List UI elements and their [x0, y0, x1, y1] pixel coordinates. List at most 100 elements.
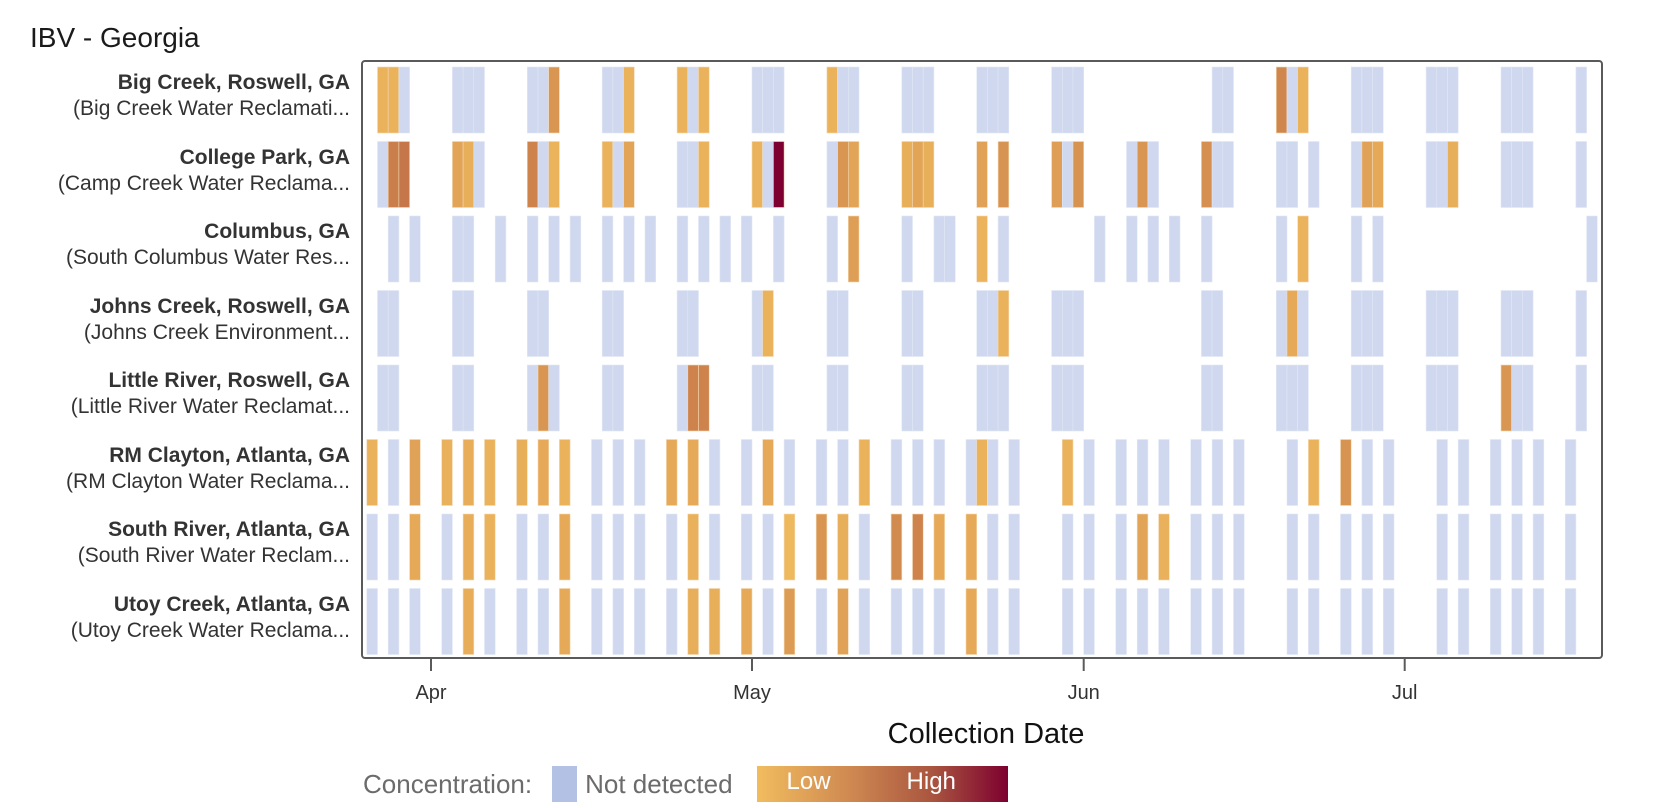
sample-bar-detected[interactable]: RM Clayton, Atlanta, GA 04-11 [537, 439, 549, 506]
sample-bar-not-detected[interactable]: South River, Atlanta, GA 06-11 [1190, 513, 1202, 581]
sample-bar-not-detected[interactable]: South River, Atlanta, GA 04-20 [633, 513, 646, 581]
sample-bar-not-detected[interactable]: RM Clayton, Atlanta, GA 06-08 [1158, 439, 1170, 506]
sample-bar-not-detected[interactable]: RM Clayton, Atlanta, GA 06-29 [1383, 439, 1395, 506]
sample-bar-not-detected[interactable]: Johns Creek, Roswell, GA 06-26 [1350, 290, 1363, 357]
sample-bar-not-detected[interactable]: South River, Atlanta, GA 07-06 [1457, 513, 1470, 581]
sample-bar-not-detected[interactable]: Little River, Roswell, GA 05-01 [751, 364, 763, 432]
sample-bar-not-detected[interactable]: Johns Creek, Roswell, GA 05-22 [976, 290, 988, 357]
sample-bar-not-detected[interactable]: Johns Creek, Roswell, GA 06-19 [1276, 290, 1288, 357]
sample-bar-not-detected[interactable]: Big Creek, Roswell, GA 04-25 [687, 66, 699, 134]
sample-bar-not-detected[interactable]: Big Creek, Roswell, GA 05-01 [751, 66, 763, 134]
sample-bar-not-detected[interactable]: Columbus, GA 07-18 [1586, 215, 1598, 283]
sample-bar-detected[interactable]: College Park, GA 05-17 [922, 141, 935, 208]
sample-bar-not-detected[interactable]: Little River, Roswell, GA 05-15 [901, 364, 913, 432]
sample-bar-not-detected[interactable]: College Park, GA 07-03 [1425, 141, 1438, 208]
sample-bar-not-detected[interactable]: Utoy Creek, Atlanta, GA 05-07 [815, 588, 828, 655]
sample-bar-not-detected[interactable]: Little River, Roswell, GA 06-28 [1372, 364, 1384, 432]
sample-bar-detected[interactable]: RM Clayton, Atlanta, GA 04-09 [516, 439, 528, 506]
sample-bar-not-detected[interactable]: Johns Creek, Roswell, GA 04-10 [526, 290, 539, 357]
sample-bar-detected[interactable]: Columbus, GA 06-21 [1297, 215, 1309, 283]
sample-bar-not-detected[interactable]: South River, Atlanta, GA 06-27 [1361, 513, 1373, 581]
sample-bar-not-detected[interactable]: Big Creek, Roswell, GA 06-13 [1211, 66, 1224, 134]
sample-bar-not-detected[interactable]: RM Clayton, Atlanta, GA 06-04 [1115, 439, 1127, 506]
sample-bar-not-detected[interactable]: South River, Atlanta, GA 06-04 [1115, 513, 1127, 581]
sample-bar-not-detected[interactable]: Utoy Creek, Atlanta, GA 06-29 [1383, 588, 1395, 655]
sample-bar-not-detected[interactable]: Columbus, GA 04-04 [462, 215, 475, 283]
sample-bar-not-detected[interactable]: RM Clayton, Atlanta, GA 05-18 [933, 439, 945, 506]
sample-bar-not-detected[interactable]: Columbus, GA 06-28 [1372, 215, 1384, 283]
sample-bar-detected[interactable]: Utoy Creek, Atlanta, GA 04-13 [559, 588, 571, 655]
sample-bar-detected[interactable]: Columbus, GA 05-10 [847, 215, 860, 283]
sample-bar-not-detected[interactable]: South River, Atlanta, GA 05-30 [1062, 513, 1074, 581]
sample-bar-not-detected[interactable]: Big Creek, Roswell, GA 05-31 [1072, 66, 1084, 134]
sample-bar-not-detected[interactable]: Big Creek, Roswell, GA 07-04 [1436, 66, 1448, 134]
sample-bar-detected[interactable]: Little River, Roswell, GA 04-25 [687, 364, 699, 432]
sample-bar-not-detected[interactable]: Columbus, GA 03-30 [409, 215, 421, 283]
sample-bar-not-detected[interactable]: Johns Creek, Roswell, GA 05-31 [1072, 290, 1084, 357]
sample-bar-not-detected[interactable]: College Park, GA 06-20 [1286, 141, 1298, 208]
sample-bar-not-detected[interactable]: Johns Creek, Roswell, GA 06-21 [1297, 290, 1309, 357]
sample-bar-not-detected[interactable]: Little River, Roswell, GA 06-13 [1211, 364, 1224, 432]
sample-bar-detected[interactable]: Utoy Creek, Atlanta, GA 04-27 [708, 588, 721, 655]
sample-bar-not-detected[interactable]: Utoy Creek, Atlanta, GA 06-01 [1083, 588, 1095, 655]
sample-bar-detected[interactable]: Big Creek, Roswell, GA 03-27 [377, 66, 389, 134]
sample-bar-detected[interactable]: RM Clayton, Atlanta, GA 04-02 [441, 439, 453, 506]
sample-bar-not-detected[interactable]: Little River, Roswell, GA 07-04 [1436, 364, 1448, 432]
sample-bar-detected[interactable]: RM Clayton, Atlanta, GA 05-22 [976, 439, 988, 506]
sample-bar-not-detected[interactable]: College Park, GA 04-05 [473, 141, 485, 208]
sample-bar-detected[interactable]: South River, Atlanta, GA 06-06 [1136, 513, 1149, 581]
sample-bar-detected[interactable]: RM Clayton, Atlanta, GA 04-06 [484, 439, 496, 506]
sample-bar-not-detected[interactable]: College Park, GA 05-30 [1062, 141, 1074, 208]
sample-bar-not-detected[interactable]: College Park, GA 06-13 [1211, 141, 1224, 208]
sample-bar-not-detected[interactable]: Utoy Creek, Atlanta, GA 06-08 [1158, 588, 1170, 655]
sample-bar-not-detected[interactable]: College Park, GA 04-11 [537, 141, 549, 208]
sample-bar-not-detected[interactable]: South River, Atlanta, GA 04-27 [708, 513, 721, 581]
sample-bar-detected[interactable]: College Park, GA 04-17 [601, 141, 614, 208]
sample-bar-not-detected[interactable]: South River, Atlanta, GA 04-16 [591, 513, 603, 581]
sample-bar-detected[interactable]: South River, Atlanta, GA 05-21 [965, 513, 977, 581]
sample-bar-not-detected[interactable]: Johns Creek, Roswell, GA 05-29 [1051, 290, 1063, 357]
sample-bar-not-detected[interactable]: College Park, GA 06-26 [1350, 141, 1363, 208]
sample-bar-not-detected[interactable]: Columbus, GA 06-09 [1169, 215, 1181, 283]
sample-bar-detected[interactable]: RM Clayton, Atlanta, GA 03-26 [366, 439, 378, 506]
sample-bar-not-detected[interactable]: College Park, GA 06-14 [1222, 141, 1234, 208]
sample-bar-detected[interactable]: RM Clayton, Atlanta, GA 04-13 [559, 439, 571, 506]
sample-bar-detected[interactable]: Little River, Roswell, GA 07-10 [1500, 364, 1512, 432]
sample-bar-detected[interactable]: Utoy Creek, Atlanta, GA 04-25 [687, 588, 699, 655]
sample-bar-not-detected[interactable]: RM Clayton, Atlanta, GA 06-15 [1233, 439, 1245, 506]
sample-bar-not-detected[interactable]: Utoy Creek, Atlanta, GA 07-11 [1511, 588, 1523, 655]
sample-bar-not-detected[interactable]: Big Creek, Roswell, GA 05-17 [922, 66, 935, 134]
sample-bar-not-detected[interactable]: South River, Atlanta, GA 06-25 [1340, 513, 1352, 581]
sample-bar-not-detected[interactable]: Big Creek, Roswell, GA 05-10 [847, 66, 860, 134]
sample-bar-not-detected[interactable]: South River, Atlanta, GA 03-28 [387, 513, 400, 581]
sample-bar-detected[interactable]: College Park, GA 05-22 [976, 141, 988, 208]
sample-bar-not-detected[interactable]: Johns Creek, Roswell, GA 06-12 [1201, 290, 1213, 357]
sample-bar-not-detected[interactable]: Utoy Creek, Atlanta, GA 06-06 [1136, 588, 1149, 655]
sample-bar-not-detected[interactable]: Utoy Creek, Atlanta, GA 04-09 [516, 588, 528, 655]
sample-bar-not-detected[interactable]: Johns Creek, Roswell, GA 05-09 [837, 290, 849, 357]
sample-bar-detected[interactable]: Utoy Creek, Atlanta, GA 05-21 [965, 588, 977, 655]
sample-bar-not-detected[interactable]: Big Creek, Roswell, GA 05-24 [997, 66, 1010, 134]
sample-bar-detected[interactable]: College Park, GA 06-28 [1372, 141, 1384, 208]
sample-bar-not-detected[interactable]: Little River, Roswell, GA 05-02 [762, 364, 774, 432]
sample-bar-detected[interactable]: Big Creek, Roswell, GA 04-26 [698, 66, 710, 134]
sample-bar-not-detected[interactable]: RM Clayton, Atlanta, GA 05-16 [912, 439, 924, 506]
sample-bar-not-detected[interactable]: Utoy Creek, Atlanta, GA 05-25 [1008, 588, 1020, 655]
sample-bar-not-detected[interactable]: Big Creek, Roswell, GA 05-03 [773, 66, 785, 134]
sample-bar-detected[interactable]: College Park, GA 04-04 [462, 141, 475, 208]
sample-bar-not-detected[interactable]: Johns Creek, Roswell, GA 04-11 [537, 290, 549, 357]
sample-bar-not-detected[interactable]: Johns Creek, Roswell, GA 07-05 [1447, 290, 1459, 357]
sample-bar-detected[interactable]: College Park, GA 05-15 [901, 141, 913, 208]
sample-bar-not-detected[interactable]: Columbus, GA 05-24 [997, 215, 1010, 283]
sample-bar-not-detected[interactable]: Little River, Roswell, GA 07-17 [1575, 364, 1587, 432]
sample-bar-not-detected[interactable]: Johns Creek, Roswell, GA 05-15 [901, 290, 913, 357]
sample-bar-not-detected[interactable]: College Park, GA 05-08 [826, 141, 838, 208]
sample-bar-not-detected[interactable]: Big Creek, Roswell, GA 07-10 [1500, 66, 1512, 134]
sample-bar-detected[interactable]: College Park, GA 06-06 [1136, 141, 1149, 208]
sample-bar-not-detected[interactable]: Johns Creek, Roswell, GA 05-23 [987, 290, 999, 357]
sample-bar-not-detected[interactable]: Little River, Roswell, GA 04-24 [676, 364, 689, 432]
sample-bar-not-detected[interactable]: Utoy Creek, Atlanta, GA 04-02 [441, 588, 453, 655]
sample-bar-not-detected[interactable]: Little River, Roswell, GA 05-09 [837, 364, 849, 432]
sample-bar-detected[interactable]: South River, Atlanta, GA 05-09 [837, 513, 849, 581]
sample-bar-not-detected[interactable]: Utoy Creek, Atlanta, GA 04-18 [612, 588, 624, 655]
